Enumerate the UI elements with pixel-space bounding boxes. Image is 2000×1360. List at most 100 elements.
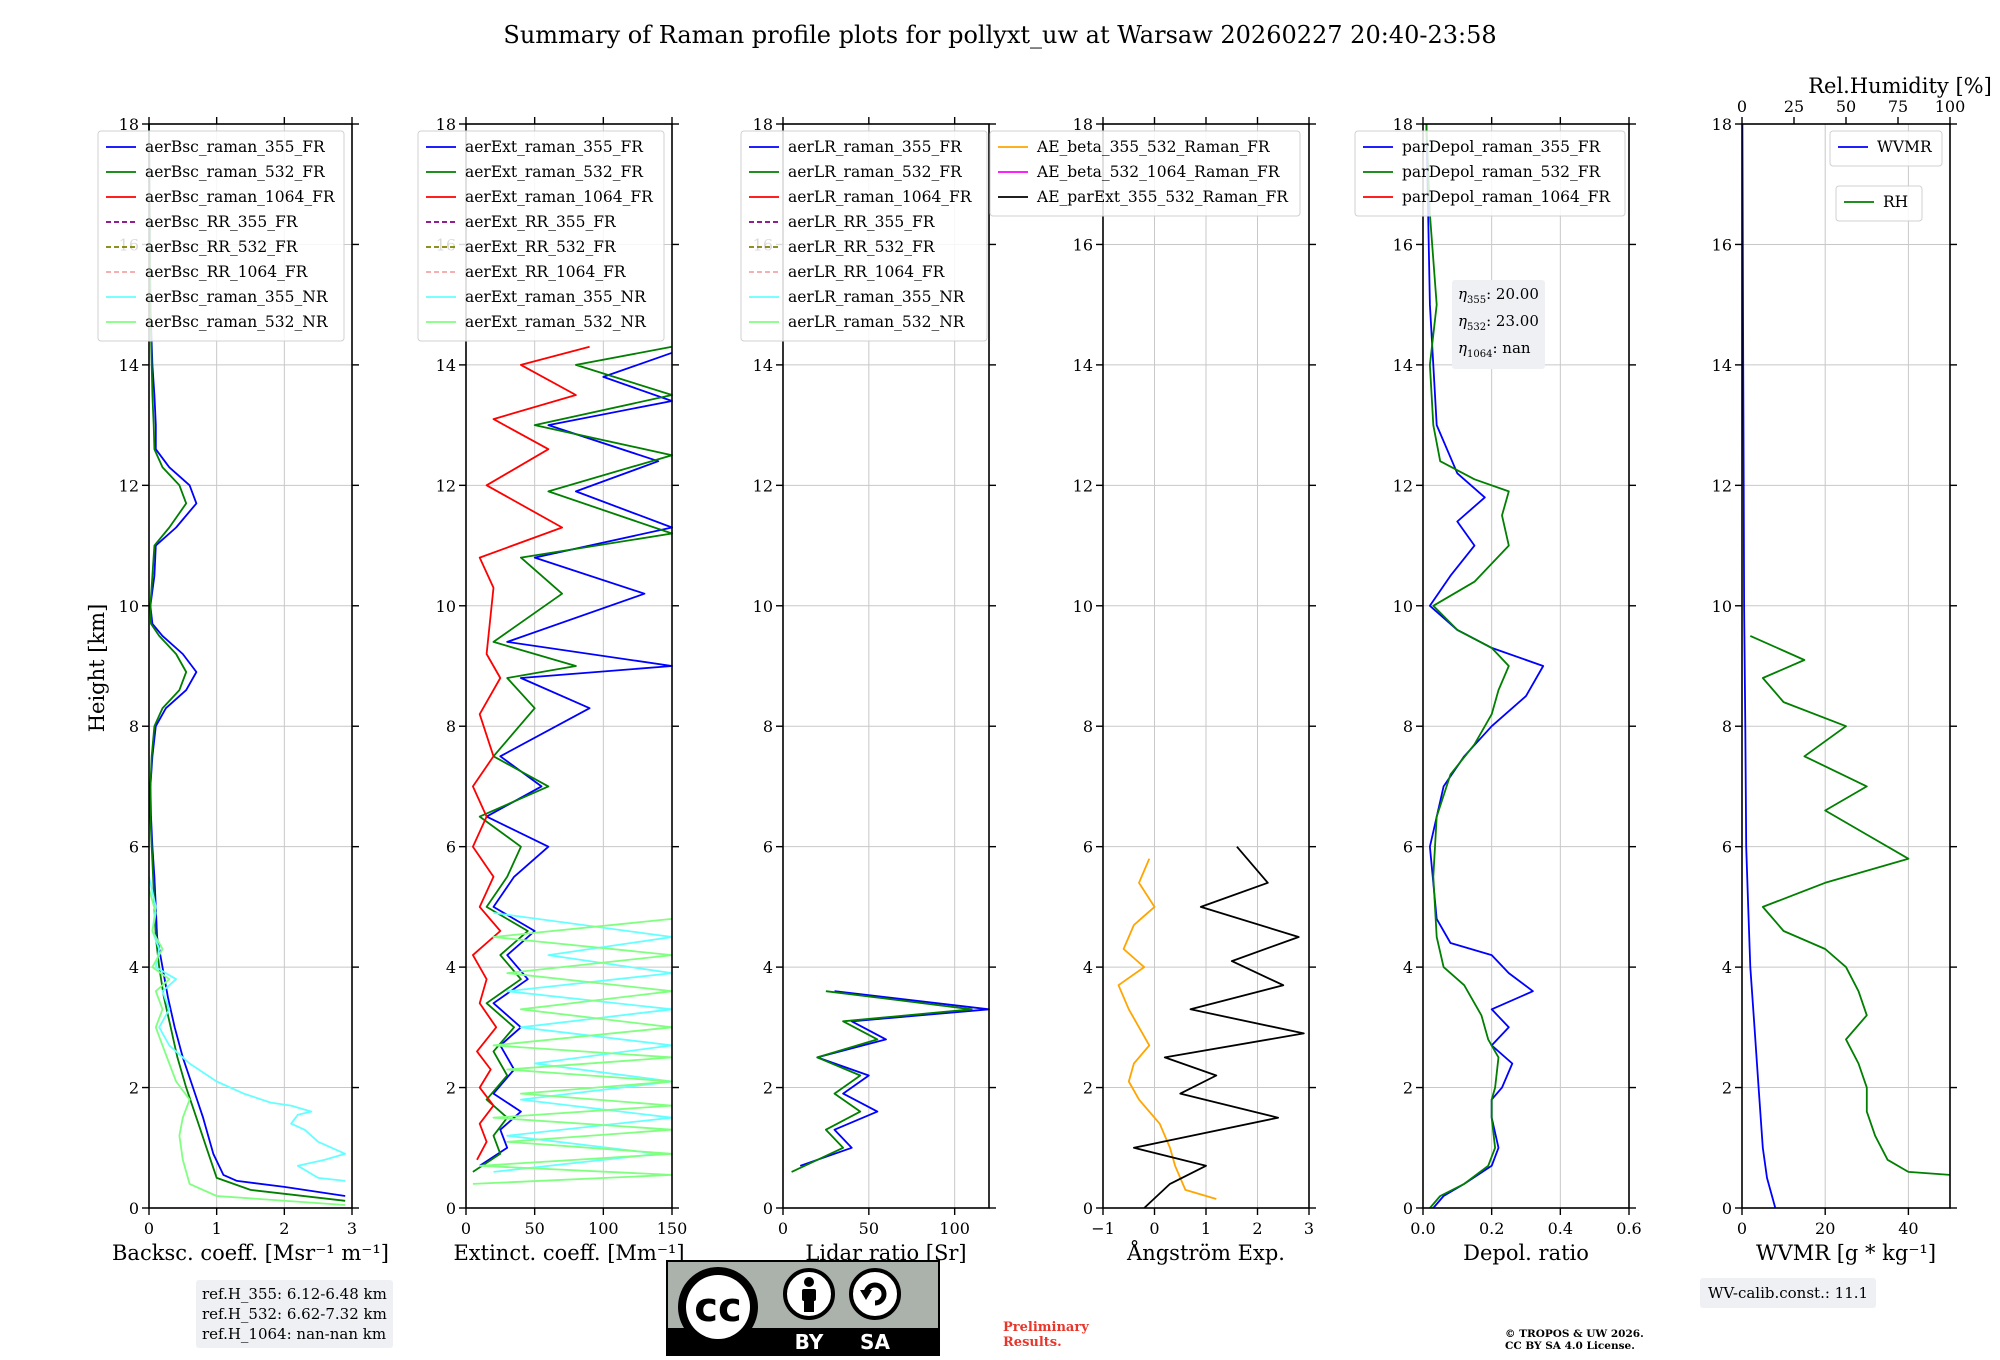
y-tick-label: 14	[1073, 356, 1093, 375]
x-tick-label: −1	[1091, 1219, 1115, 1238]
x-tick-label: 150	[657, 1219, 688, 1238]
y-tick-label: 8	[763, 717, 773, 736]
legend-entry: AE_parExt_355_532_Raman_FR	[1036, 188, 1289, 206]
y-tick-label: 8	[1722, 717, 1732, 736]
legend-entry: aerExt_raman_355_NR	[465, 288, 647, 306]
legend-entry: parDepol_raman_532_FR	[1402, 163, 1602, 181]
legend: WVMR	[1829, 130, 1943, 167]
y-tick-label: 4	[1403, 958, 1413, 977]
eta-1064: η1064: nan	[1458, 339, 1531, 360]
x-tick-label: 1	[212, 1219, 222, 1238]
y-tick-label: 18	[119, 115, 139, 134]
y-tick-label: 12	[119, 476, 139, 495]
legend-box	[1354, 130, 1626, 217]
cc-logo-text: cc	[694, 1285, 741, 1331]
copyright-line-1: © TROPOS & UW 2026.	[1505, 1328, 1644, 1340]
cc-by-label: BY	[795, 1330, 824, 1354]
y-tick-label: 14	[1712, 356, 1732, 375]
preliminary-line-1: Preliminary	[1003, 1320, 1089, 1335]
legend-entry: parDepol_raman_1064_FR	[1402, 188, 1611, 206]
y-tick-label: 14	[1393, 356, 1413, 375]
y-tick-label: 18	[1712, 115, 1732, 134]
y-tick-label: 8	[446, 717, 456, 736]
eta-1064-value: nan	[1502, 339, 1531, 357]
y-tick-label: 2	[1083, 1079, 1093, 1098]
series-aerExt_raman_1064_FR	[471, 345, 590, 1161]
y-tick-label: 12	[1393, 476, 1413, 495]
wv-calib-text: WV-calib.const.: 11.1	[1708, 1284, 1869, 1302]
legend-entry: aerBsc_raman_532_NR	[145, 313, 329, 331]
series-aerExt_raman_532_NR	[472, 918, 673, 1185]
y-tick-label: 14	[119, 356, 139, 375]
series-aerBsc_raman_532_NR	[148, 888, 346, 1206]
rh-tick-label: 100	[1935, 97, 1966, 116]
preliminary-line-2: Results.	[1003, 1335, 1062, 1350]
x-tick-label: 0.6	[1616, 1219, 1641, 1238]
x-tick-label: 20	[1815, 1219, 1835, 1238]
y-tick-label: 6	[1403, 838, 1413, 857]
x-tick-label: 0	[778, 1219, 788, 1238]
series-AE_parExt_355_532_Raman_FR	[1133, 846, 1305, 1209]
legend-box	[1829, 130, 1943, 167]
axes-frame	[465, 123, 673, 1209]
legend-entry: aerLR_RR_1064_FR	[788, 263, 946, 281]
y-tick-label: 0	[1722, 1199, 1732, 1218]
eta-355-value: 20.00	[1495, 285, 1539, 303]
legend-entry: aerLR_RR_532_FR	[788, 238, 936, 256]
y-tick-label: 16	[1712, 235, 1732, 254]
refh-1064: ref.H_1064: nan-nan km	[202, 1325, 387, 1343]
y-tick-label: 8	[1403, 717, 1413, 736]
y-tick-label: 0	[1403, 1199, 1413, 1218]
y-tick-label: 16	[1393, 235, 1413, 254]
legend: AE_beta_355_532_Raman_FR AE_beta_532_1064…	[989, 130, 1301, 217]
x-tick-label: 0.4	[1548, 1219, 1573, 1238]
legend-entry: WVMR	[1877, 138, 1933, 156]
panel-backscatter: 0246810121416180123Backsc. coeff. [Msr⁻¹…	[97, 115, 389, 1265]
panel-extinction: 024681012141618050100150Extinct. coeff. …	[417, 115, 688, 1265]
x-tick-label: 0.2	[1479, 1219, 1504, 1238]
sa-share-alike-icon	[849, 1268, 901, 1320]
legend-entry: aerBsc_RR_532_FR	[145, 238, 299, 256]
legend-box	[740, 130, 988, 342]
figure-title: Summary of Raman profile plots for polly…	[503, 21, 1496, 49]
axes-frame	[1422, 123, 1630, 1209]
y-tick-label: 6	[446, 838, 456, 857]
legend-entry: aerBsc_raman_355_FR	[145, 138, 326, 156]
x-axis-label: WVMR [g * kg⁻¹]	[1756, 1241, 1936, 1265]
legend-box	[989, 130, 1301, 217]
series-aerLR_raman_532_FR	[791, 990, 973, 1173]
legend: aerExt_raman_355_FR aerExt_raman_532_FRae…	[417, 130, 665, 342]
cc-by-sa-badge: cc BY SA	[666, 1260, 940, 1356]
y-tick-label: 10	[436, 597, 456, 616]
legend-entry: aerLR_raman_532_FR	[788, 163, 963, 181]
legend-entry: aerLR_raman_355_NR	[788, 288, 966, 306]
legend-entry: aerBsc_raman_1064_FR	[145, 188, 336, 206]
x-tick-label: 1	[1201, 1219, 1211, 1238]
y-tick-label: 10	[753, 597, 773, 616]
y-tick-label: 12	[753, 476, 773, 495]
y-tick-label: 2	[446, 1079, 456, 1098]
legend-box	[417, 130, 665, 342]
y-axis-label: Height [km]	[85, 604, 109, 733]
y-tick-label: 4	[763, 958, 773, 977]
series-AE_beta_355_532_Raman_FR	[1117, 858, 1217, 1200]
x-axis-label: Backsc. coeff. [Msr⁻¹ m⁻¹]	[112, 1241, 389, 1265]
rh-tick-label: 50	[1836, 97, 1856, 116]
x-tick-label: 0	[461, 1219, 471, 1238]
legend-entry: aerExt_raman_532_FR	[465, 163, 644, 181]
preliminary-note: Preliminary Results.	[1003, 1320, 1089, 1350]
eta-532: η532: 23.00	[1458, 312, 1539, 333]
y-tick-label: 10	[1073, 597, 1093, 616]
rh-top-axis-label: Rel.Humidity [%]	[1808, 74, 1992, 98]
plot-area	[1742, 124, 1950, 1208]
legend-entry: aerBsc_raman_532_FR	[145, 163, 326, 181]
y-tick-label: 6	[763, 838, 773, 857]
panel-lidar_ratio: 024681012141618050100Lidar ratio [Sr]aer…	[740, 115, 996, 1265]
cc-sa-label: SA	[860, 1330, 890, 1354]
legend-entry: aerLR_RR_355_FR	[788, 213, 936, 231]
wv-calib-box: WV-calib.const.: 11.1	[1700, 1278, 1877, 1308]
legend-entry: aerLR_raman_532_NR	[788, 313, 966, 331]
legend: aerLR_raman_355_FR aerLR_raman_532_FR aerL…	[740, 130, 988, 342]
series-aerBsc_raman_532_FR	[148, 123, 346, 1202]
